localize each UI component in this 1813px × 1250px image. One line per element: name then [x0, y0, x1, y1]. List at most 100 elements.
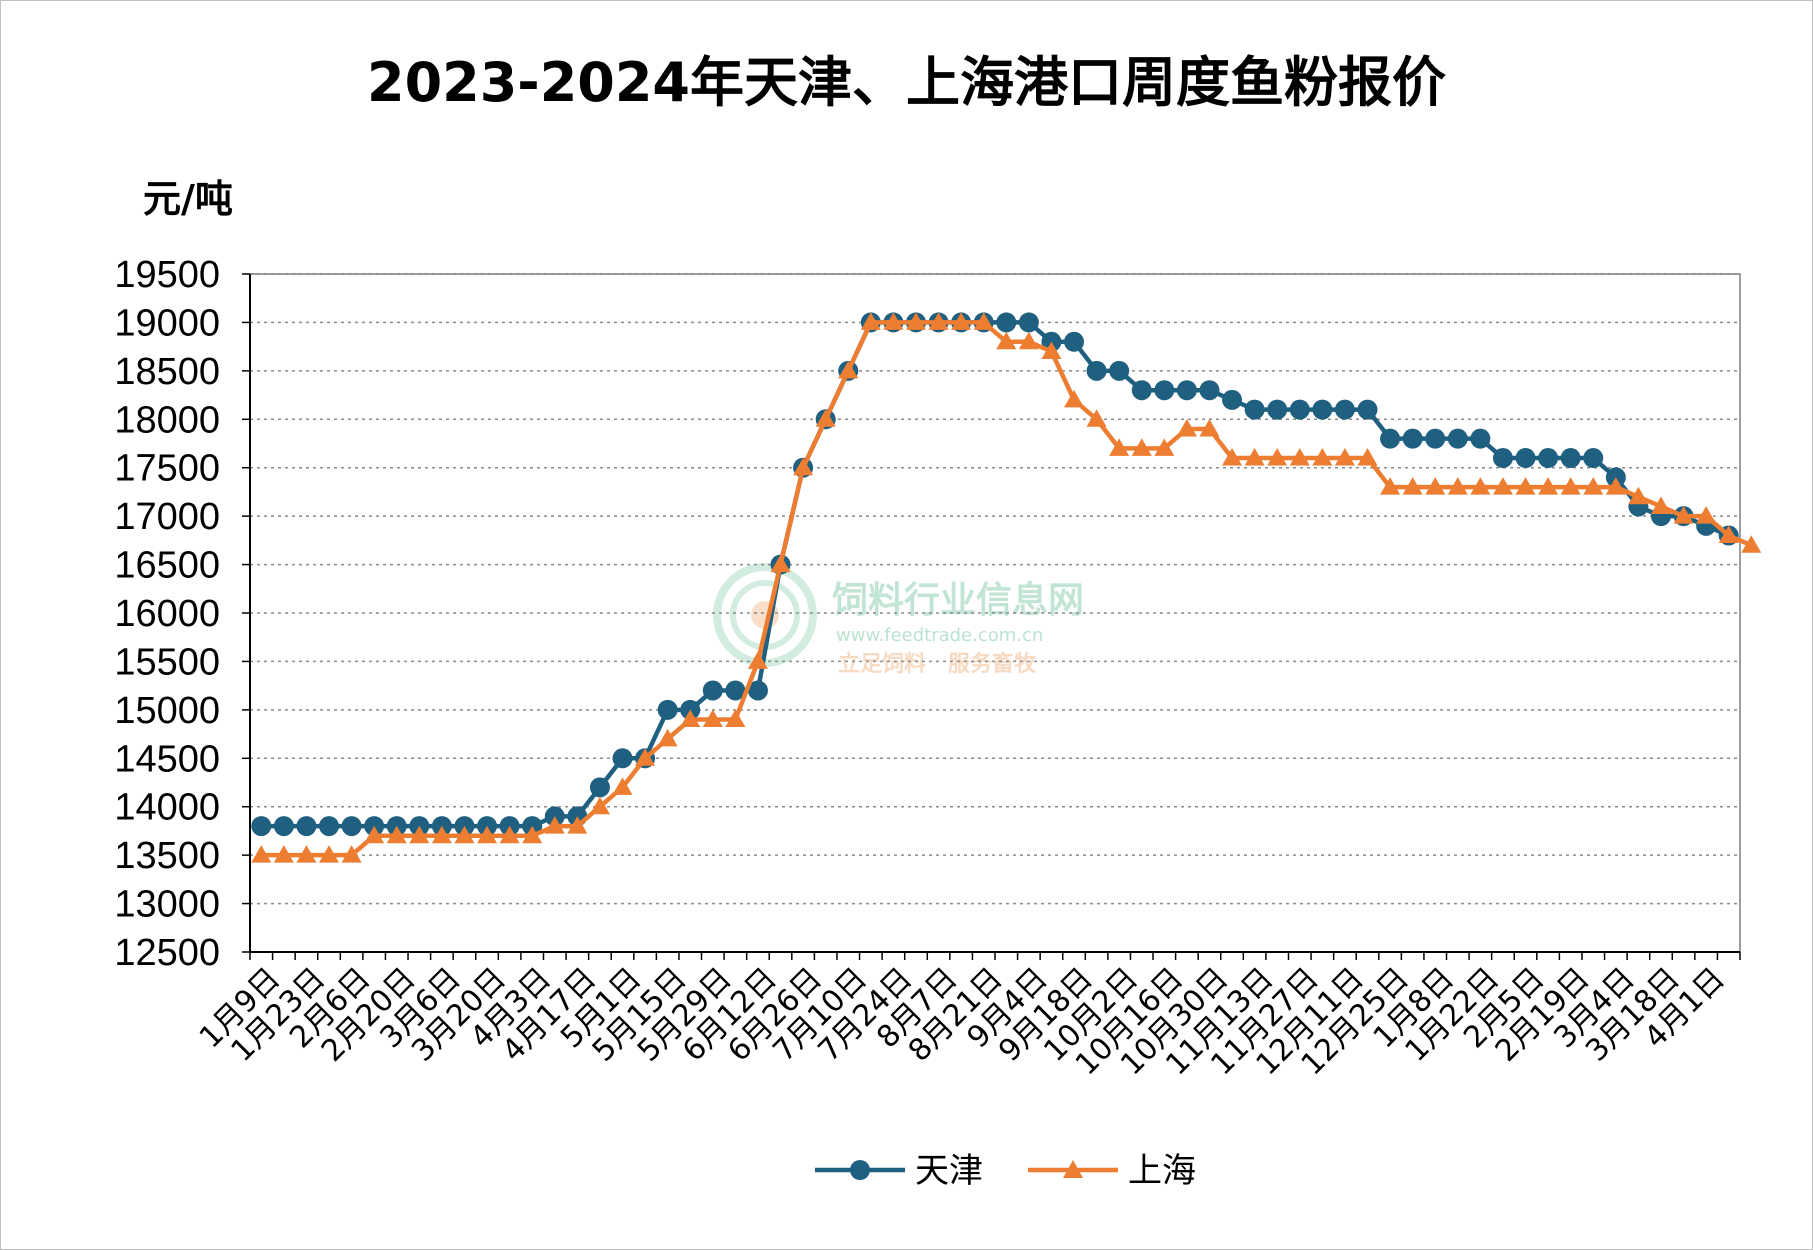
series-1	[251, 312, 1739, 837]
data-point	[702, 680, 723, 701]
data-point	[1109, 360, 1130, 381]
y-tick-label: 17000	[114, 496, 220, 538]
data-point	[1560, 448, 1581, 469]
data-point	[1086, 360, 1107, 381]
data-point	[1447, 428, 1468, 449]
data-point	[589, 796, 610, 815]
data-point	[1131, 438, 1152, 456]
data-point	[1176, 418, 1197, 437]
y-tick-labels: 12500 13000 13500 14000 14500 15000 15500 16000…	[114, 254, 220, 974]
legend-label: 上海	[1128, 1151, 1196, 1191]
data-point	[544, 816, 565, 834]
data-point	[499, 825, 520, 844]
legend-marker	[1063, 1160, 1083, 1178]
y-tick-label: 14000	[114, 787, 220, 829]
y-tick-label: 16000	[114, 593, 220, 635]
data-point	[996, 312, 1017, 333]
data-point	[454, 825, 475, 844]
legend-item-2: 上海	[1028, 1151, 1196, 1191]
data-point	[1244, 448, 1265, 466]
data-point	[341, 845, 362, 863]
data-point	[1199, 418, 1220, 437]
data-point	[725, 680, 746, 701]
data-point	[1199, 380, 1220, 401]
data-point	[1447, 477, 1468, 495]
data-point	[1515, 477, 1536, 495]
data-point	[1131, 380, 1152, 401]
data-point	[1605, 477, 1626, 495]
y-tick-label: 14500	[114, 738, 220, 780]
data-point	[1380, 428, 1401, 449]
data-point	[1244, 399, 1265, 420]
data-point	[1109, 438, 1130, 456]
legend-item-1: 天津	[815, 1151, 983, 1191]
data-point	[1334, 448, 1355, 466]
y-tick-label: 17500	[114, 448, 220, 490]
data-point	[251, 816, 272, 837]
y-tick-label: 19000	[114, 302, 220, 344]
data-point	[319, 845, 340, 863]
data-point	[1312, 448, 1333, 466]
data-point	[273, 816, 294, 837]
data-point	[1538, 448, 1559, 469]
data-point	[1583, 448, 1604, 469]
data-point	[680, 709, 701, 728]
series-line	[261, 320, 1730, 829]
data-point	[1741, 535, 1762, 553]
data-point	[1018, 331, 1039, 350]
data-point	[1267, 399, 1288, 420]
data-point	[251, 845, 272, 863]
data-point	[996, 331, 1017, 350]
data-point	[1289, 399, 1310, 420]
data-point	[1673, 506, 1694, 524]
data-point	[1425, 477, 1446, 495]
data-point	[1357, 399, 1378, 420]
data-point	[522, 825, 543, 844]
data-point	[1515, 448, 1536, 469]
data-point	[296, 816, 317, 837]
data-point	[725, 709, 746, 728]
data-point	[973, 312, 994, 330]
data-point	[1154, 438, 1175, 456]
data-point	[1086, 409, 1107, 427]
data-point	[1222, 389, 1243, 410]
axes	[242, 273, 1741, 960]
y-tick-label: 16500	[114, 545, 220, 587]
legend: 天津 上海	[815, 1151, 1196, 1191]
data-point	[1583, 477, 1604, 495]
data-point	[657, 699, 678, 720]
data-point	[770, 554, 791, 573]
data-point	[1470, 477, 1491, 495]
y-tick-label: 12500	[114, 932, 220, 974]
data-point	[1628, 486, 1649, 505]
y-tick-label: 18000	[114, 399, 220, 441]
data-point	[296, 845, 317, 863]
watermark-slogan: 立足饲料 服务畜牧	[838, 651, 1037, 677]
data-point	[1650, 496, 1671, 514]
data-point	[1154, 380, 1175, 401]
data-point	[1289, 448, 1310, 466]
data-point	[1267, 448, 1288, 466]
data-point	[1696, 506, 1717, 524]
data-point	[1538, 477, 1559, 495]
data-point	[1222, 448, 1243, 466]
legend-marker	[850, 1160, 870, 1180]
data-point	[1041, 341, 1062, 359]
data-point	[1312, 399, 1333, 420]
data-point	[1492, 448, 1513, 469]
x-tick-labels: 1月9日1月23日2月6日2月20日3月6日3月20日4月3日4月17日5月1日…	[193, 961, 1732, 1082]
data-point	[1560, 477, 1581, 495]
data-point	[567, 816, 588, 834]
y-tick-label: 13000	[114, 884, 220, 926]
data-point	[409, 825, 430, 844]
data-point	[635, 748, 656, 766]
data-point	[364, 825, 385, 844]
data-point	[1402, 477, 1423, 495]
data-point	[1492, 477, 1513, 495]
data-point	[928, 312, 949, 330]
y-tick-label: 13500	[114, 835, 220, 877]
chart-title: 2023-2024年天津、上海港口周度鱼粉报价	[367, 51, 1446, 114]
series-group	[251, 312, 1762, 863]
